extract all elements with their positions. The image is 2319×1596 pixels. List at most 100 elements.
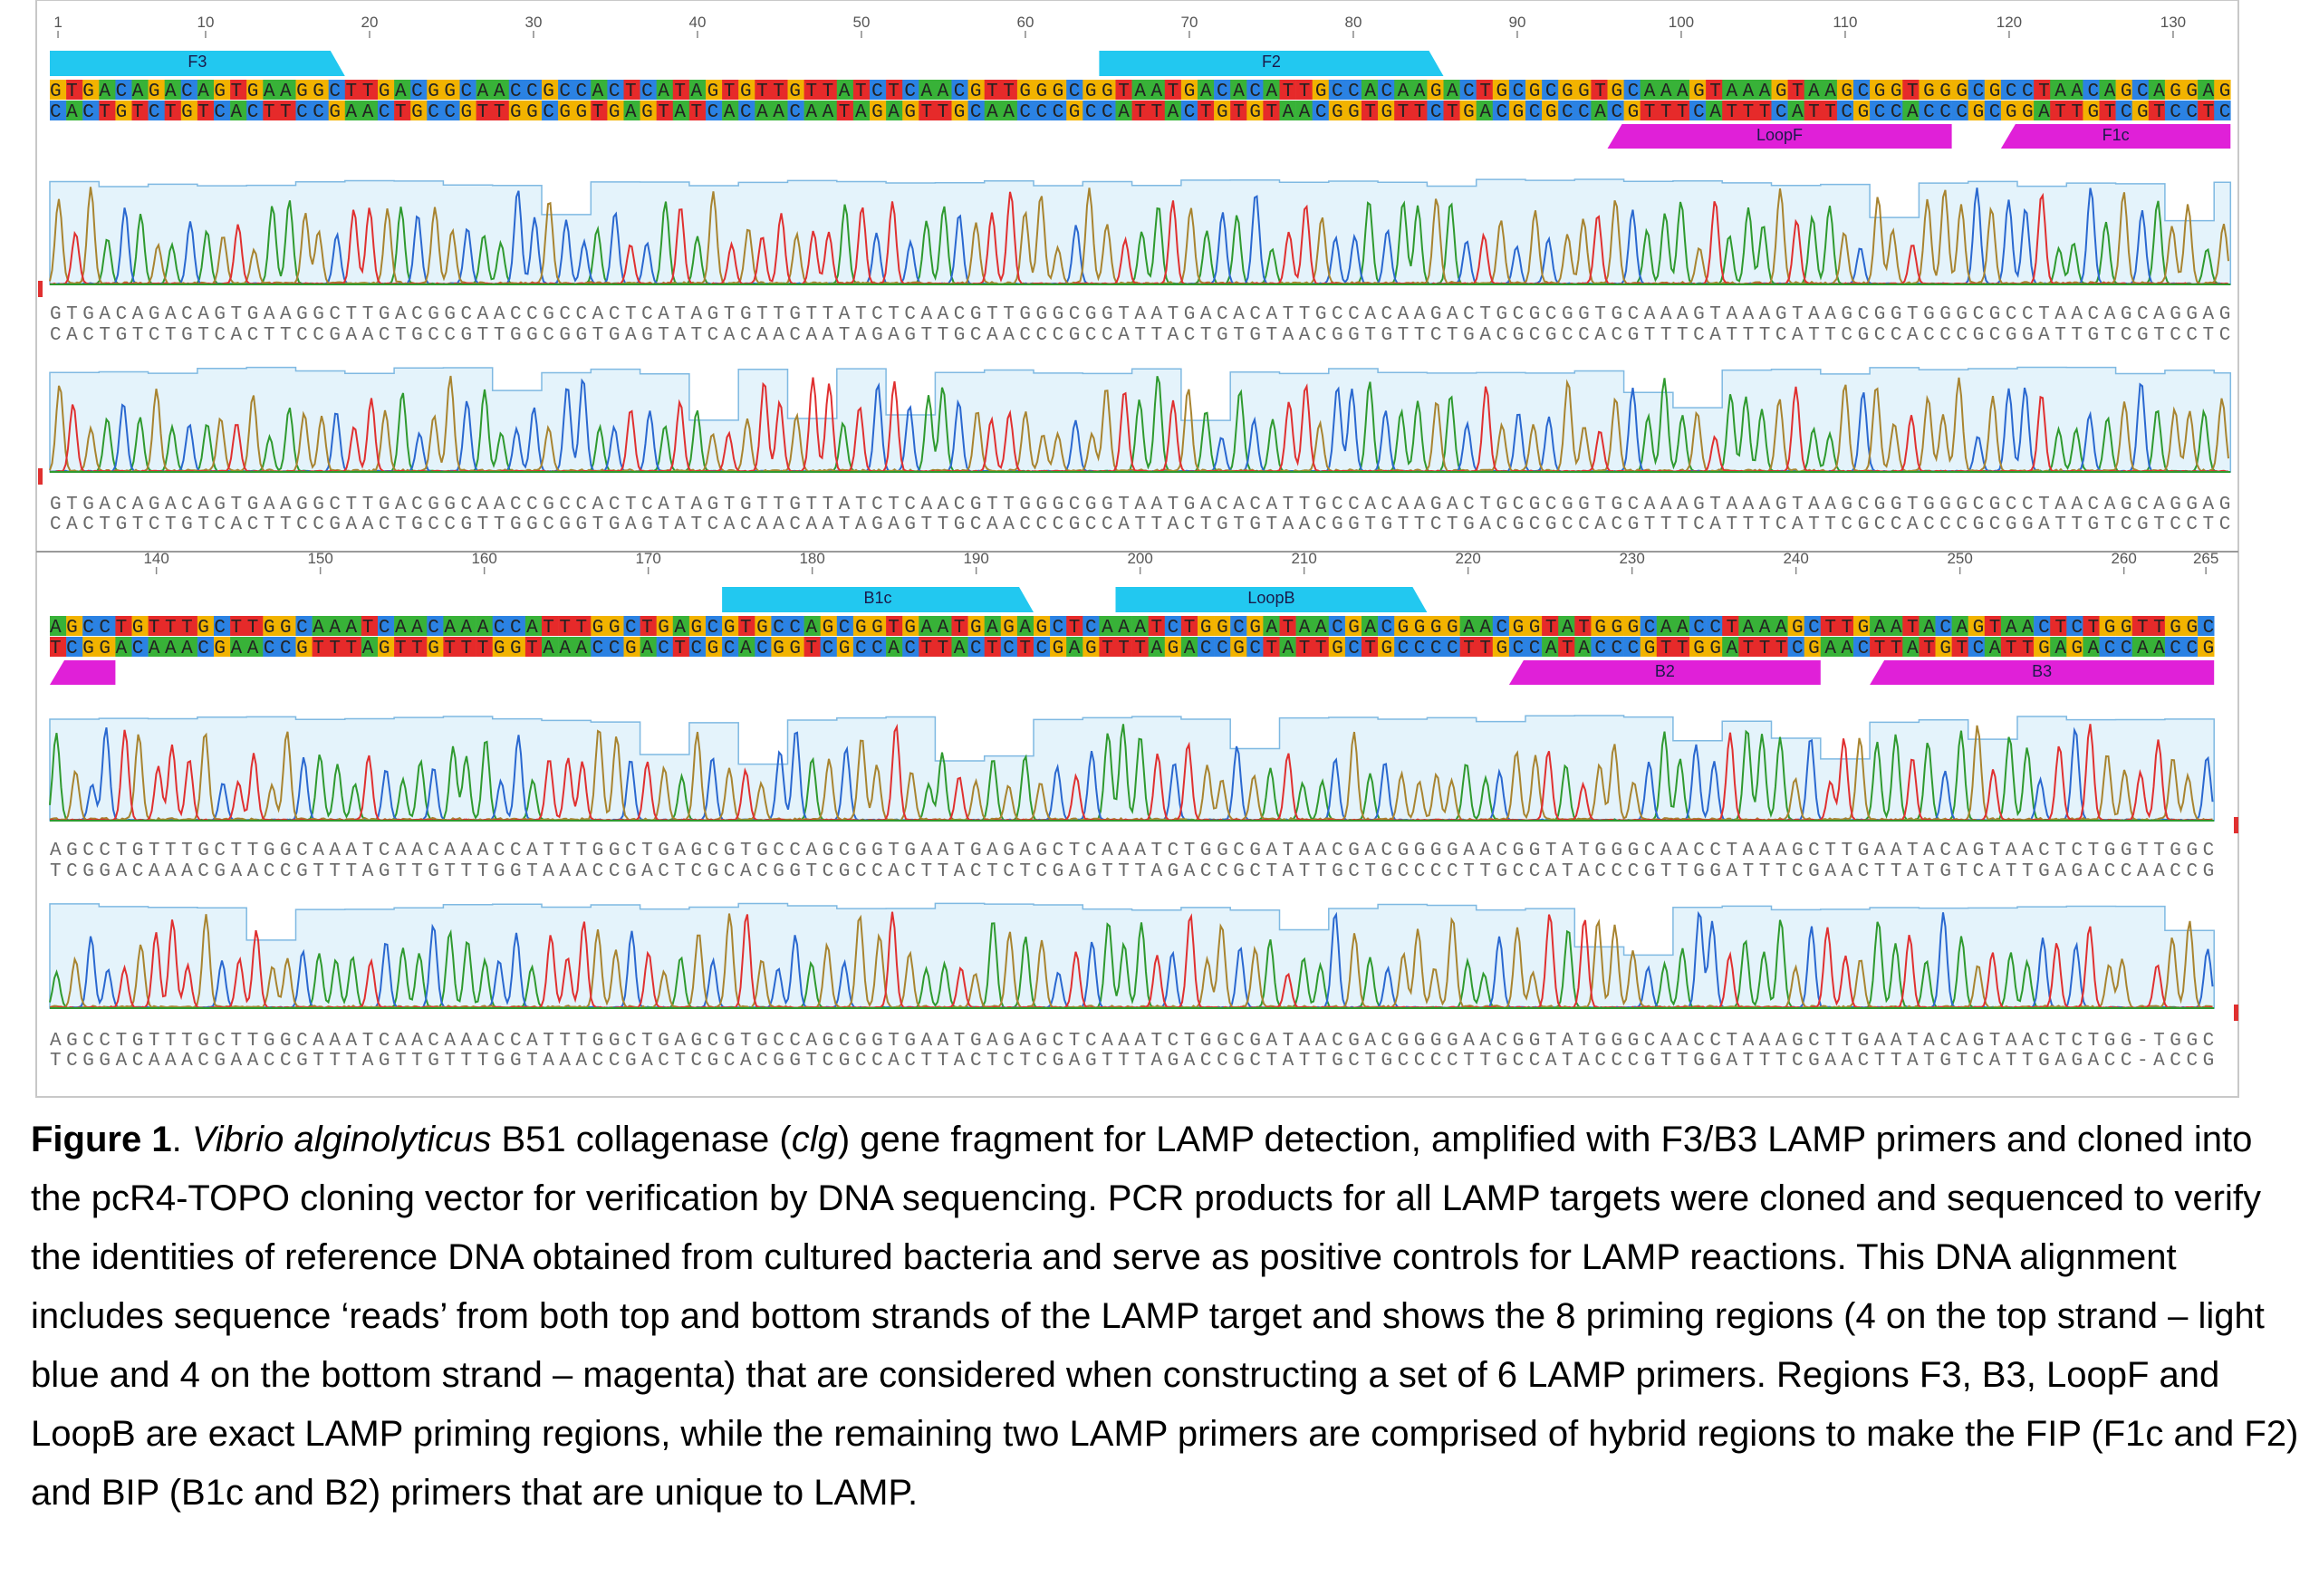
base-cell <box>2083 616 2100 636</box>
base-cell <box>591 101 608 120</box>
base-cell <box>1230 637 1247 657</box>
base-cell <box>656 80 674 100</box>
base-cell <box>935 80 952 100</box>
base-cell <box>1787 80 1804 100</box>
base-cell <box>427 637 444 657</box>
base-cell <box>295 637 313 657</box>
base-cell <box>1180 80 1198 100</box>
base-cell <box>410 616 428 636</box>
base-cell <box>1771 101 1788 120</box>
base-cell <box>1214 616 1231 636</box>
base-cell <box>803 101 821 120</box>
base-cell <box>427 80 444 100</box>
base-cell <box>1738 637 1756 657</box>
base-cell <box>706 80 723 100</box>
base-cell <box>1542 637 1559 657</box>
base-cell <box>2017 616 2035 636</box>
base-cell <box>312 616 329 636</box>
base-cell <box>524 101 543 120</box>
base-cell <box>1656 101 1674 120</box>
base-cell <box>2083 637 2100 657</box>
base-cell <box>1640 637 1658 657</box>
base-cell <box>1034 637 1051 657</box>
base-cell <box>574 101 592 120</box>
ruler-label: 190 <box>963 550 988 567</box>
base-cell <box>1542 80 1559 100</box>
base-cell <box>99 616 116 636</box>
base-cell <box>1279 80 1296 100</box>
base-cell <box>836 101 854 120</box>
base-cell <box>82 637 100 657</box>
base-cell <box>1771 637 1788 657</box>
base-cell <box>180 101 198 120</box>
base-cell <box>1672 637 1690 657</box>
base-cell <box>886 101 903 120</box>
base-cell <box>1362 616 1379 636</box>
base-cell <box>1344 637 1362 657</box>
base-cell <box>66 101 83 120</box>
base-cell <box>1886 101 1903 120</box>
base-cell <box>1902 101 1920 120</box>
base-cell <box>1131 637 1149 657</box>
base-cell <box>656 616 674 636</box>
base-cell <box>1034 101 1051 120</box>
base-cell <box>524 616 543 636</box>
ruler-label: 110 <box>1833 14 1857 31</box>
base-cell <box>82 80 100 100</box>
base-cell <box>1050 616 1067 636</box>
ruler-label: 160 <box>471 550 496 567</box>
base-cell <box>902 616 919 636</box>
base-cell <box>148 616 165 636</box>
base-cell <box>919 637 936 657</box>
base-cell <box>295 80 313 100</box>
base-cell <box>378 80 395 100</box>
base-cell <box>1492 101 1510 120</box>
base-cell <box>459 637 476 657</box>
primer-region <box>50 51 345 76</box>
base-cell <box>1000 80 1018 100</box>
base-cell <box>1607 637 1624 657</box>
base-cell <box>1180 637 1198 657</box>
base-cell <box>2034 616 2051 636</box>
base-cell <box>1016 101 1034 120</box>
base-cell <box>820 637 838 657</box>
base-cell <box>1164 616 1182 636</box>
ruler-label: 180 <box>799 550 824 567</box>
base-cell <box>1148 101 1166 120</box>
base-cell <box>1542 101 1559 120</box>
base-cell <box>2198 616 2215 636</box>
base-cell <box>1902 637 1920 657</box>
base-cell <box>1804 80 1822 100</box>
base-cell <box>2017 80 2035 100</box>
base-cell <box>919 80 936 100</box>
base-cell <box>1476 616 1494 636</box>
base-cell <box>164 101 182 120</box>
base-cell <box>755 637 772 657</box>
base-cell <box>1476 80 1494 100</box>
base-cell <box>1066 616 1083 636</box>
base-cell <box>803 637 821 657</box>
ruler-label: 240 <box>1783 550 1808 567</box>
ruler-label: 70 <box>1180 14 1198 31</box>
base-cell <box>1443 80 1460 100</box>
base-cell <box>1574 101 1592 120</box>
ruler-label: 130 <box>2160 14 2186 31</box>
base-cell <box>1476 101 1494 120</box>
base-cell <box>1198 616 1215 636</box>
base-cell <box>1935 101 1952 120</box>
base-cell <box>180 616 198 636</box>
base-cell <box>1591 101 1608 120</box>
base-cell <box>476 637 493 657</box>
base-cell <box>1853 637 1871 657</box>
base-cell <box>1672 80 1690 100</box>
base-cell <box>2115 616 2132 636</box>
ruler-label: 40 <box>688 14 706 31</box>
base-cell <box>131 637 149 657</box>
base-cell <box>295 101 313 120</box>
base-cell <box>1508 616 1526 636</box>
base-cell <box>443 637 460 657</box>
base-cell <box>2066 101 2083 120</box>
base-cell <box>919 616 936 636</box>
caption-run: clg <box>791 1120 838 1159</box>
base-cell <box>1525 80 1543 100</box>
